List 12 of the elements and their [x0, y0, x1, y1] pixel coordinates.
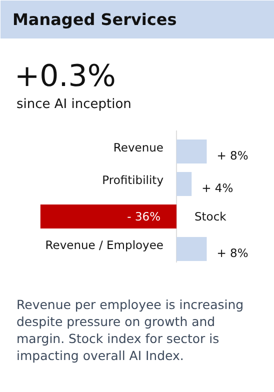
data-label: + 8% — [216, 246, 248, 260]
chart-title: Managed Services — [12, 10, 177, 29]
y-tick-label: Profitibility — [102, 173, 164, 187]
y-tick-label: Revenue / Employee — [45, 238, 164, 252]
y-tick-label: Stock — [194, 210, 227, 224]
data-label: + 4% — [202, 181, 234, 195]
text: since AI inception — [16, 97, 132, 112]
chart-subtitle: +0.3% — [14, 59, 116, 94]
data-label: + 8% — [216, 148, 248, 162]
data-label: - 36% — [127, 210, 161, 224]
text: Revenue per employee is increasing despite pressure on growth and margin. Stock index for sector is impacting overall AI Index. — [16, 297, 244, 363]
y-tick-label: Revenue — [113, 140, 164, 154]
